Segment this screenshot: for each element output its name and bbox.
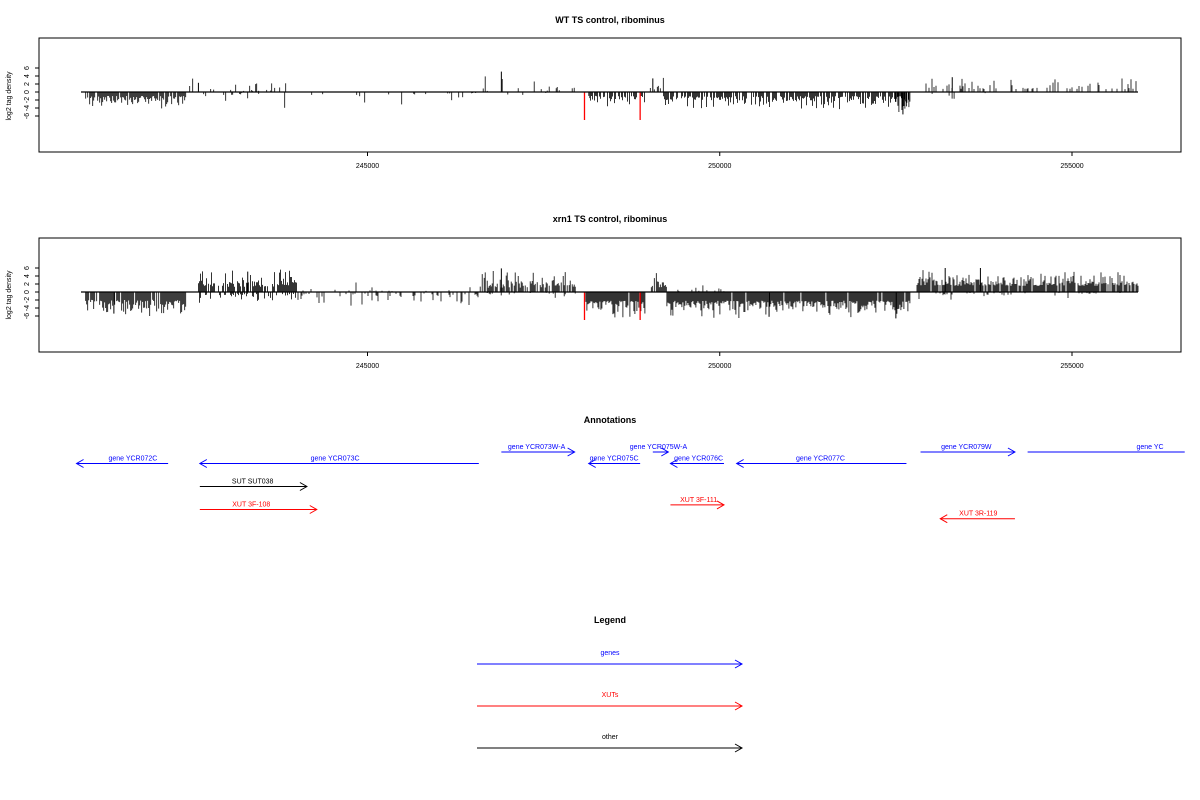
wt-x-axis: 245000 250000 255000: [356, 152, 1084, 170]
legend-label: other: [602, 734, 619, 741]
annotation-arrowhead: [716, 500, 725, 510]
annotation-label: gene YCR075W-A: [630, 444, 688, 451]
annotation-arrowhead: [939, 514, 948, 524]
wt-y-tick-label: 2: [24, 82, 31, 86]
annotation-feature: XUT 3R-119: [939, 511, 1015, 524]
wt-x-tick-label: 245000: [356, 163, 379, 170]
wt-y-tick-label: 6: [24, 66, 31, 70]
annotation-arrowhead: [567, 447, 576, 457]
annotation-label: gene YCR079W: [941, 444, 992, 451]
annotations-panel: Annotations gene YCR072C gene YCR073Cgene…: [75, 415, 1185, 524]
legend-panel: Legend genes XUTs other: [477, 615, 744, 753]
xrn1-y-axis: -6 -4 -2 0 2 4 6: [24, 266, 39, 319]
annotation-label: XUT 3R-119: [959, 511, 997, 518]
legend-arrowhead: [734, 701, 744, 711]
wt-y-axis: -6 -4 -2 0 2 4 6: [24, 66, 39, 119]
wt-y-tick-label: 4: [24, 74, 31, 78]
annotation-label: XUT 3F-108: [232, 502, 270, 509]
xrn1-y-tick-label: -4: [24, 305, 31, 311]
xrn1-y-tick-label: -6: [24, 313, 31, 319]
legend-label: genes: [600, 650, 620, 657]
wt-y-tick-label: -4: [24, 105, 31, 111]
annotation-feature: gene YCR076C: [669, 456, 724, 468]
annotation-label: gene YCR073C: [311, 456, 360, 463]
annotation-label: gene YC: [1136, 444, 1163, 451]
legend-title: Legend: [594, 615, 626, 625]
xrn1-y-tick-label: 4: [24, 274, 31, 278]
wt-x-tick-label: 250000: [708, 163, 731, 170]
xrn1-track-title: xrn1 TS control, ribominus: [553, 214, 668, 224]
annotation-feature: gene YCR075C: [587, 456, 641, 468]
annotation-label: SUT SUT038: [232, 479, 274, 486]
xrn1-y-tick-label: -2: [24, 297, 31, 303]
annotation-features: gene YCR072C gene YCR073C gene YCR073W-A ge…: [75, 444, 1185, 524]
annotation-feature: gene YCR075W-A: [630, 444, 688, 457]
xrn1-y-tick-label: 0: [24, 290, 31, 294]
legend-entries: genes XUTs other: [477, 650, 744, 753]
xrn1-y-tick-label: 6: [24, 266, 31, 270]
wt-y-tick-label: -2: [24, 97, 31, 103]
wt-y-tick-label: -6: [24, 113, 31, 119]
annotation-feature: XUT 3F-108: [199, 502, 318, 514]
wt-highlight-lines: [583, 92, 641, 120]
annotation-feature: gene YCR079W: [920, 444, 1016, 457]
xrn1-bars: [85, 268, 1139, 319]
annotation-arrowhead: [309, 505, 318, 514]
annotation-label: gene YCR076C: [674, 456, 723, 463]
annotation-label: gene YCR077C: [796, 456, 845, 463]
annotation-feature: gene YC: [1027, 444, 1185, 453]
xrn1-y-tick-label: 2: [24, 282, 31, 286]
annotation-arrowhead: [735, 459, 744, 468]
xrn1-x-tick-label: 250000: [708, 363, 731, 370]
wt-x-tick-label: 255000: [1060, 163, 1083, 170]
annotation-label: gene YCR073W-A: [508, 444, 566, 451]
legend-label: XUTs: [602, 692, 619, 699]
wt-plot-frame: [38, 37, 1182, 153]
annotation-arrowhead: [587, 459, 596, 468]
legend-entry: XUTs: [477, 692, 744, 711]
annotation-label: gene YCR075C: [590, 456, 639, 463]
legend-entry: other: [477, 734, 744, 753]
xrn1-x-axis: 245000 250000 255000: [356, 352, 1084, 370]
annotation-feature: gene YCR077C: [735, 456, 907, 468]
xrn1-track-panel: xrn1 TS control, ribominus log2 tag dens…: [6, 214, 1182, 370]
wt-track-ylabel: log2 tag density: [6, 71, 13, 121]
wt-bars: [85, 71, 1137, 115]
annotation-feature: SUT SUT038: [199, 479, 308, 491]
annotation-label: XUT 3F-111: [680, 497, 717, 504]
xrn1-track-ylabel: log2 tag density: [6, 270, 13, 320]
annotation-feature: XUT 3F-111: [670, 497, 725, 510]
annotation-feature: gene YCR073C: [198, 456, 479, 468]
legend-arrowhead: [734, 659, 744, 669]
wt-track-title: WT TS control, ribominus: [555, 15, 665, 25]
annotation-label: gene YCR072C: [108, 456, 157, 463]
annotation-feature: gene YCR072C: [75, 456, 169, 468]
annotations-title: Annotations: [584, 415, 637, 425]
annotation-arrowhead: [661, 447, 670, 457]
xrn1-x-tick-label: 255000: [1060, 363, 1083, 370]
annotation-arrowhead: [198, 459, 208, 468]
annotation-arrowhead: [669, 459, 678, 468]
annotation-arrowhead: [1007, 447, 1016, 457]
legend-arrowhead: [734, 743, 744, 753]
annotation-arrowhead: [299, 482, 308, 491]
wt-y-tick-label: 0: [24, 90, 31, 94]
annotation-feature: gene YCR073W-A: [501, 444, 576, 457]
xrn1-highlight-lines: [583, 292, 641, 320]
wt-track-panel: WT TS control, ribominus log2 tag densit…: [6, 15, 1182, 170]
legend-entry: genes: [477, 650, 744, 669]
xrn1-plot-frame: [38, 237, 1182, 353]
xrn1-x-tick-label: 245000: [356, 363, 379, 370]
annotation-arrowhead: [75, 459, 84, 468]
